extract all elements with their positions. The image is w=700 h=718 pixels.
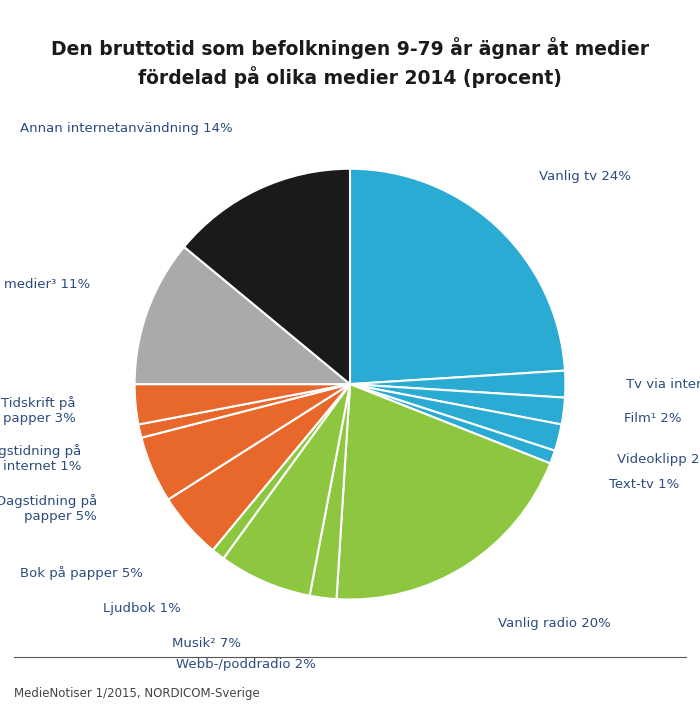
Title: Den bruttotid som befolkningen 9-79 år ägnar åt medier
fördelad på olika medier : Den bruttotid som befolkningen 9-79 år ä… <box>51 37 649 88</box>
Text: Bok på papper 5%: Bok på papper 5% <box>20 567 144 580</box>
Wedge shape <box>213 384 350 559</box>
Text: Vanlig radio 20%: Vanlig radio 20% <box>498 617 610 630</box>
Wedge shape <box>168 384 350 550</box>
Wedge shape <box>350 384 565 424</box>
Text: Tidskrift på
papper 3%: Tidskrift på papper 3% <box>1 396 76 424</box>
Text: Annan internetanvändning 14%: Annan internetanvändning 14% <box>20 121 232 135</box>
Text: Sociala medier³ 11%: Sociala medier³ 11% <box>0 278 90 291</box>
Text: Dagstidning på
internet 1%: Dagstidning på internet 1% <box>0 444 81 473</box>
Wedge shape <box>184 169 350 384</box>
Text: Text-tv 1%: Text-tv 1% <box>610 477 680 490</box>
Wedge shape <box>337 384 550 600</box>
Wedge shape <box>350 384 561 451</box>
Text: Webb-/poddradio 2%: Webb-/poddradio 2% <box>176 658 316 671</box>
Wedge shape <box>350 370 566 398</box>
Wedge shape <box>350 384 555 463</box>
Wedge shape <box>139 384 350 438</box>
Wedge shape <box>223 384 350 596</box>
Wedge shape <box>309 384 350 599</box>
Wedge shape <box>134 247 350 384</box>
Text: Dagstidning på
papper 5%: Dagstidning på papper 5% <box>0 494 97 523</box>
Text: Musik² 7%: Musik² 7% <box>172 637 241 651</box>
Text: Film¹ 2%: Film¹ 2% <box>624 412 681 425</box>
Text: MedieNotiser 1/2015, NORDICOM-Sverige: MedieNotiser 1/2015, NORDICOM-Sverige <box>14 687 260 700</box>
Wedge shape <box>350 169 565 384</box>
Text: Ljudbok 1%: Ljudbok 1% <box>104 602 181 615</box>
Text: Vanlig tv 24%: Vanlig tv 24% <box>539 170 631 183</box>
Wedge shape <box>141 384 350 500</box>
Wedge shape <box>134 384 350 424</box>
Text: Tv via internet 2%: Tv via internet 2% <box>626 378 700 391</box>
Text: Videoklipp 2%: Videoklipp 2% <box>617 452 700 466</box>
